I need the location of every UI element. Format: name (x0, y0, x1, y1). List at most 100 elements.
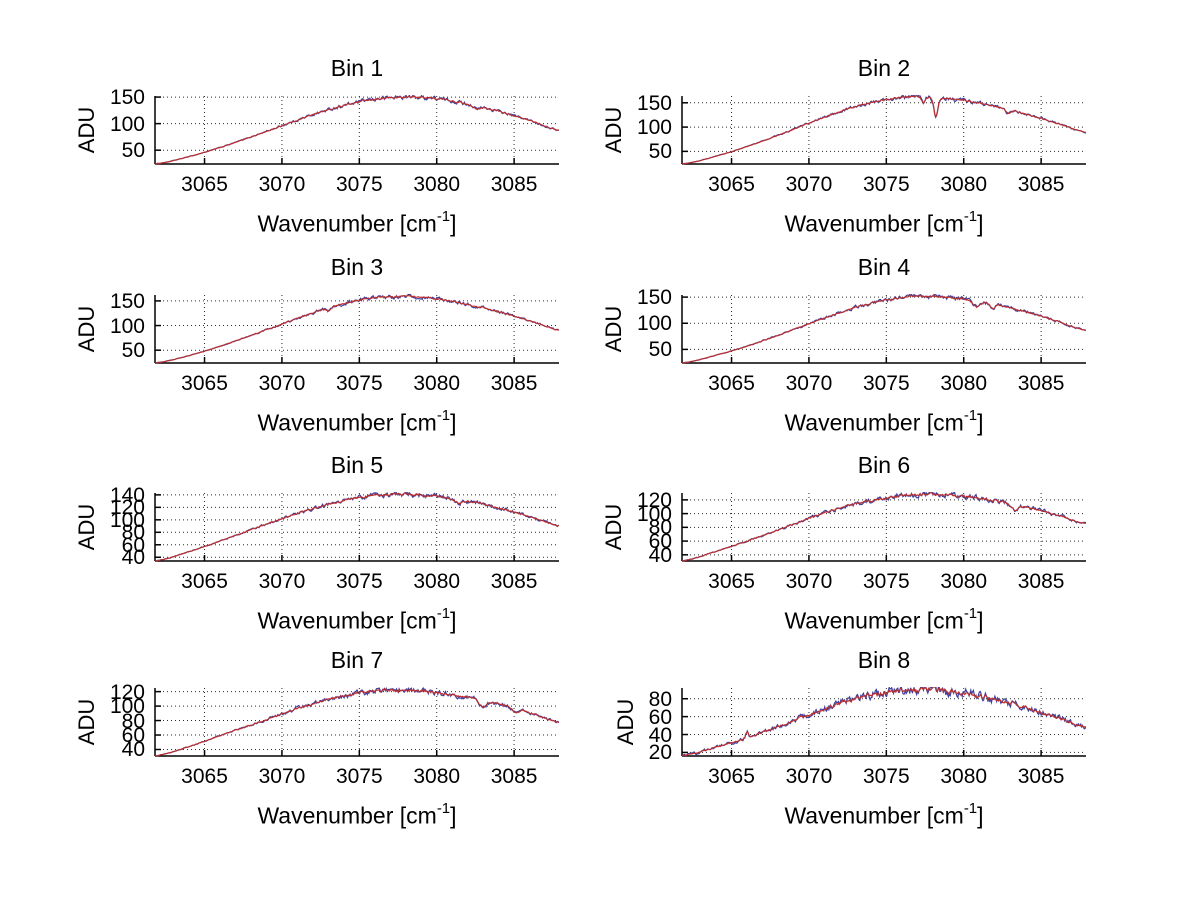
x-axis-label-text: Wavenumber [cm (784, 409, 964, 436)
x-tick-label: 3065 (708, 765, 755, 788)
x-tick-label: 3080 (413, 570, 461, 593)
subplot-title: Bin 3 (330, 254, 384, 280)
series-smoothed-line (682, 95, 1086, 165)
y-tick-label: 20 (648, 741, 672, 765)
x-axis-label-close: ] (450, 607, 457, 634)
x-axis-label-close: ] (977, 409, 984, 436)
y-tick-label: 50 (648, 140, 672, 164)
subplot-title: Bin 2 (857, 55, 911, 81)
y-tick-label: 80 (121, 709, 145, 733)
x-axis-label-text: Wavenumber [cm (257, 210, 437, 237)
x-axis-label-sup: -1 (963, 800, 978, 817)
x-tick-label: 3085 (490, 372, 538, 395)
x-tick-label: 3070 (258, 570, 306, 593)
y-tick-label: 150 (636, 286, 672, 310)
series-raw-line (682, 492, 1086, 562)
series-smoothed-line (682, 687, 1086, 757)
x-tick-label: 3065 (708, 570, 755, 593)
x-axis-label-text: Wavenumber [cm (257, 409, 437, 436)
subplot-title: Bin 6 (857, 452, 911, 478)
x-tick-label: 3080 (413, 765, 461, 788)
series-smoothed-line (155, 294, 559, 364)
x-axis-label-sup: -1 (963, 208, 978, 225)
x-axis-label-close: ] (977, 802, 984, 829)
subplot-title: Bin 8 (857, 647, 911, 673)
x-tick-label: 3080 (413, 372, 461, 395)
x-axis-label: Wavenumber [cm-1] (682, 405, 1086, 436)
x-axis-label-close: ] (450, 210, 457, 237)
x-tick-label: 3065 (181, 173, 228, 196)
series-smoothed-line (155, 687, 559, 757)
y-tick-label: 120 (109, 680, 145, 704)
x-tick-label: 3070 (258, 372, 306, 395)
x-tick-label: 3085 (1017, 570, 1065, 593)
series-raw-line (682, 687, 1086, 757)
series-smoothed-line (682, 492, 1086, 562)
y-tick-label: 120 (636, 488, 672, 512)
x-axis-label-close: ] (977, 607, 984, 634)
x-tick-label: 3070 (785, 570, 833, 593)
x-axis-label: Wavenumber [cm-1] (682, 603, 1086, 634)
x-tick-label: 3075 (862, 765, 910, 788)
x-tick-label: 3075 (335, 372, 383, 395)
x-tick-label: 3070 (258, 765, 306, 788)
x-tick-label: 3065 (181, 570, 228, 593)
x-tick-label: 3075 (862, 570, 910, 593)
y-tick-label: 80 (648, 687, 672, 711)
x-tick-label: 3080 (413, 173, 461, 196)
x-axis-label-text: Wavenumber [cm (784, 802, 964, 829)
subplot-title: Bin 1 (330, 55, 384, 81)
x-tick-label: 3085 (490, 570, 538, 593)
series-smoothed-line (155, 95, 559, 165)
x-tick-label: 3065 (708, 372, 755, 395)
y-tick-label: 50 (648, 338, 672, 362)
x-tick-label: 3075 (862, 372, 910, 395)
y-tick-label: 60 (121, 533, 145, 557)
y-tick-label: 140 (109, 483, 145, 507)
subplot-axes-bin-7 (154, 687, 559, 757)
subplot-title: Bin 4 (857, 254, 911, 280)
subplot-axes-bin-5 (154, 492, 559, 562)
y-tick-label: 150 (109, 289, 145, 313)
x-tick-label: 3070 (785, 372, 833, 395)
subplot-title: Bin 5 (330, 452, 384, 478)
x-axis-label: Wavenumber [cm-1] (682, 798, 1086, 829)
x-axis-label-sup: -1 (963, 605, 978, 622)
x-tick-label: 3080 (940, 570, 988, 593)
y-tick-label: 100 (109, 314, 145, 338)
x-tick-label: 3085 (1017, 173, 1065, 196)
series-raw-line (682, 294, 1086, 364)
x-tick-label: 3075 (335, 173, 383, 196)
y-tick-label: 120 (109, 496, 145, 520)
y-tick-label: 100 (636, 116, 672, 140)
y-tick-label: 100 (109, 112, 145, 136)
y-tick-label: 50 (121, 339, 145, 363)
x-tick-label: 3080 (940, 765, 988, 788)
x-axis-label: Wavenumber [cm-1] (155, 206, 559, 237)
x-axis-label-sup: -1 (436, 605, 451, 622)
subplot-axes-bin-8 (681, 687, 1086, 757)
x-axis-label: Wavenumber [cm-1] (682, 206, 1086, 237)
y-tick-label: 100 (636, 502, 672, 526)
subplot-axes-bin-2 (681, 95, 1086, 165)
x-tick-label: 3070 (785, 765, 833, 788)
x-tick-label: 3070 (258, 173, 306, 196)
y-tick-label: 40 (648, 543, 672, 567)
x-tick-label: 3085 (1017, 372, 1065, 395)
y-tick-label: 80 (648, 516, 672, 540)
x-axis-label: Wavenumber [cm-1] (155, 405, 559, 436)
y-tick-label: 100 (636, 312, 672, 336)
y-tick-label: 40 (648, 723, 672, 747)
y-tick-label: 40 (121, 738, 145, 762)
x-tick-label: 3075 (335, 765, 383, 788)
y-tick-label: 100 (109, 508, 145, 532)
y-tick-label: 150 (636, 91, 672, 115)
x-tick-label: 3075 (335, 570, 383, 593)
y-tick-label: 100 (109, 695, 145, 719)
series-raw-line (682, 95, 1086, 165)
x-axis-label-sup: -1 (436, 208, 451, 225)
subplot-axes-bin-1 (154, 95, 559, 165)
x-tick-label: 3065 (181, 765, 228, 788)
